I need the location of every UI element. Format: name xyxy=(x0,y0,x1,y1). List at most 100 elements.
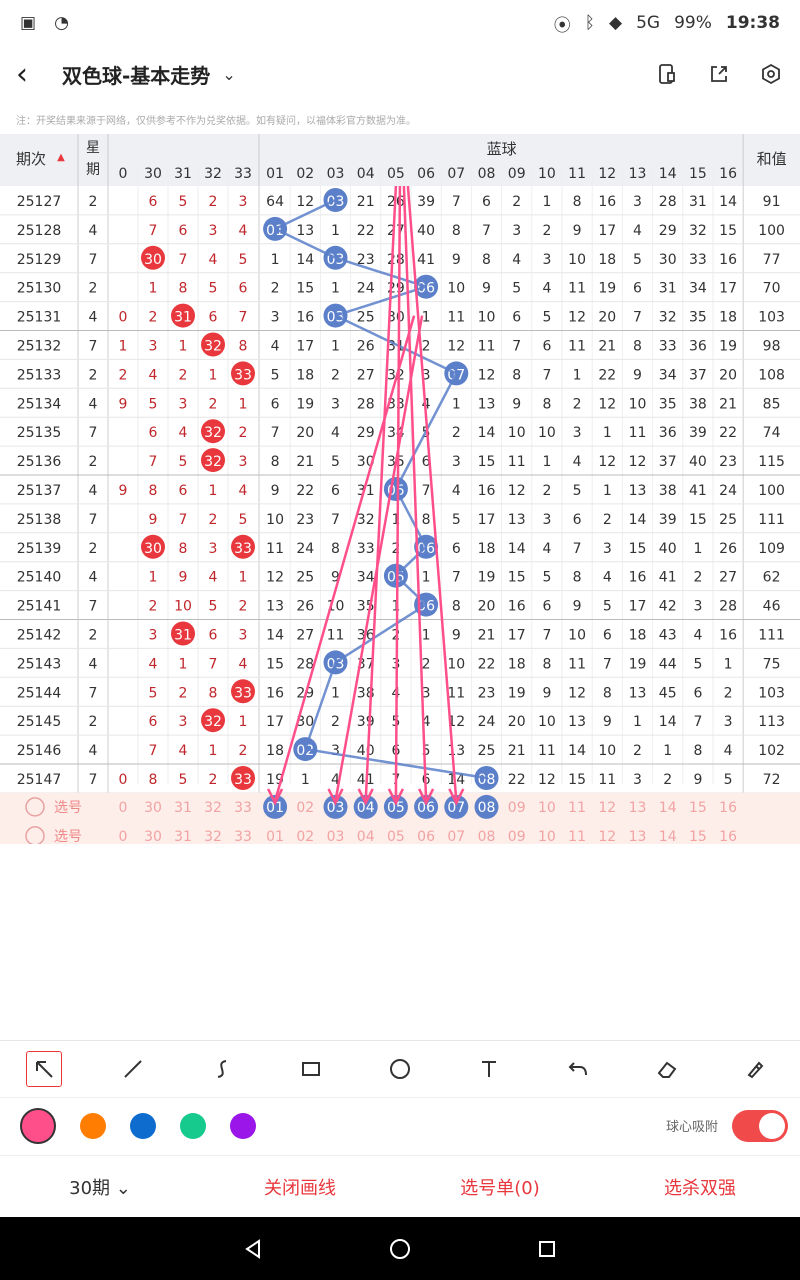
blue-cell: 25 xyxy=(478,743,496,759)
select-blue-num: 15 xyxy=(689,800,707,816)
blue-cell: 10 xyxy=(538,714,556,730)
blue-cell: 17 xyxy=(719,281,737,297)
trend-chart[interactable]: 期次 ▲ 星期蓝球 和值 0 30 31 32 33 01 02 03 04 05 06 07 08 09 10 11… xyxy=(0,134,800,844)
color-picker: 球心吸附 xyxy=(0,1097,800,1153)
blue-cell: 37 xyxy=(689,367,707,383)
share-icon[interactable] xyxy=(706,61,732,87)
curve-icon[interactable] xyxy=(204,1051,240,1087)
blue-cell: 8 xyxy=(542,396,551,412)
color-swatch-orange[interactable] xyxy=(80,1112,106,1139)
blue-cell: 1 xyxy=(542,194,551,210)
blue-col-header: 09 xyxy=(508,166,526,182)
select-blue-num: 12 xyxy=(598,829,616,844)
blue-cell: 31 xyxy=(659,281,677,297)
red-cell: 8 xyxy=(179,541,188,557)
red-cell: 5 xyxy=(149,396,158,412)
blue-cell: 2 xyxy=(693,570,702,586)
trend-line xyxy=(304,661,337,750)
red-cell: 8 xyxy=(149,772,158,788)
blue-cell: 6 xyxy=(693,685,702,701)
pointer-icon[interactable] xyxy=(26,1050,63,1087)
undo-icon[interactable] xyxy=(560,1051,596,1087)
select-blue-num: 08 xyxy=(478,800,496,816)
blue-cell: 6 xyxy=(542,339,551,355)
blue-cell: 1 xyxy=(603,483,612,499)
blue-cell: 15 xyxy=(719,223,737,239)
rectangle-icon[interactable] xyxy=(293,1051,329,1087)
period-cell: 25133 xyxy=(17,367,62,383)
blue-cell: 02 xyxy=(296,743,314,759)
blue-cell: 1 xyxy=(331,281,340,297)
blue-cell: 11 xyxy=(598,772,616,788)
blue-cell: 18 xyxy=(629,628,647,644)
blue-cell: 23 xyxy=(296,512,314,528)
select-list-button[interactable]: 选号单(0) xyxy=(460,1177,540,1199)
red-cell: 32 xyxy=(204,425,222,441)
blue-cell: 13 xyxy=(629,483,647,499)
blue-cell: 32 xyxy=(659,310,677,326)
color-swatch-pink[interactable] xyxy=(20,1107,56,1144)
color-swatch-purple[interactable] xyxy=(230,1112,256,1139)
blue-cell: 4 xyxy=(542,541,551,557)
device-icon[interactable] xyxy=(654,61,680,87)
blue-cell: 10 xyxy=(266,512,284,528)
blue-cell: 5 xyxy=(573,483,582,499)
blue-cell: 4 xyxy=(271,339,280,355)
circle-icon[interactable] xyxy=(382,1051,418,1087)
nav-recents-icon[interactable] xyxy=(536,1238,558,1260)
select-blue-num: 04 xyxy=(357,829,375,844)
blue-col-header: 15 xyxy=(689,166,707,182)
period-select[interactable]: 30期 ⌄ xyxy=(69,1177,131,1199)
select-blue-num: 06 xyxy=(417,800,435,816)
blue-col-header: 11 xyxy=(568,166,586,182)
select-red-num: 31 xyxy=(174,800,192,816)
network-type: 5G xyxy=(636,13,661,33)
blue-cell: 22 xyxy=(508,772,526,788)
red-col-header: 30 xyxy=(144,166,162,182)
sum-cell: 91 xyxy=(763,194,781,210)
blue-cell: 17 xyxy=(266,714,284,730)
kill-button[interactable]: 选杀双强 xyxy=(664,1177,736,1199)
blue-cell: 8 xyxy=(422,512,431,528)
sum-cell: 111 xyxy=(758,628,785,644)
back-icon[interactable]: ‹ xyxy=(16,56,28,92)
blue-cell: 12 xyxy=(266,570,284,586)
week-cell: 2 xyxy=(89,541,98,557)
nav-back-icon[interactable] xyxy=(242,1238,264,1260)
settings-icon[interactable] xyxy=(758,61,784,87)
nav-home-icon[interactable] xyxy=(388,1237,412,1261)
red-cell: 0 xyxy=(119,310,128,326)
color-swatch-blue[interactable] xyxy=(130,1112,156,1139)
blue-col-header: 10 xyxy=(538,166,556,182)
blue-cell: 15 xyxy=(508,570,526,586)
blue-cell: 9 xyxy=(693,772,702,788)
disclaimer-text: 注：开奖结果来源于网络，仅供参考不作为兑奖依据。如有疑问，以福体彩官方数据为准。 xyxy=(16,116,416,127)
period-cell: 25144 xyxy=(17,685,62,701)
blue-cell: 32 xyxy=(357,512,375,528)
blue-cell: 13 xyxy=(478,396,496,412)
page-title[interactable]: 双色球-基本走势 xyxy=(62,63,211,88)
blue-cell: 20 xyxy=(478,599,496,615)
red-cell: 6 xyxy=(179,223,188,239)
sum-cell: 74 xyxy=(763,425,781,441)
blue-cell: 19 xyxy=(508,685,526,701)
red-col-header: 33 xyxy=(234,166,252,182)
red-cell: 31 xyxy=(174,310,192,326)
blue-cell: 38 xyxy=(659,483,677,499)
blue-cell: 42 xyxy=(659,599,677,615)
brush-icon[interactable] xyxy=(737,1051,773,1087)
blue-cell: 9 xyxy=(542,685,551,701)
chevron-down-icon[interactable]: ⌄ xyxy=(222,64,236,84)
eraser-icon[interactable] xyxy=(649,1051,685,1087)
select-red-num: 31 xyxy=(174,829,192,844)
color-swatch-green[interactable] xyxy=(180,1112,206,1139)
close-line-button[interactable]: 关闭画线 xyxy=(264,1177,336,1199)
red-cell: 7 xyxy=(179,512,188,528)
select-blue-num: 06 xyxy=(417,829,435,844)
table-header-bg xyxy=(0,134,800,186)
text-icon[interactable] xyxy=(471,1051,507,1087)
adsorb-toggle[interactable] xyxy=(732,1109,788,1142)
week-cell: 2 xyxy=(89,628,98,644)
line-icon[interactable] xyxy=(115,1051,151,1087)
